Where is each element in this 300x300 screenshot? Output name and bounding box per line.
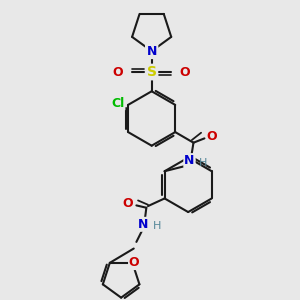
Text: O: O xyxy=(180,65,190,79)
Text: N: N xyxy=(184,154,195,167)
Text: Cl: Cl xyxy=(112,97,125,110)
Text: N: N xyxy=(146,45,157,58)
Text: O: O xyxy=(206,130,217,143)
Text: H: H xyxy=(153,221,161,231)
Text: H: H xyxy=(199,158,207,168)
Text: O: O xyxy=(129,256,140,269)
Text: O: O xyxy=(113,65,124,79)
Text: N: N xyxy=(138,218,148,231)
Text: O: O xyxy=(122,197,133,210)
Text: S: S xyxy=(147,65,157,79)
